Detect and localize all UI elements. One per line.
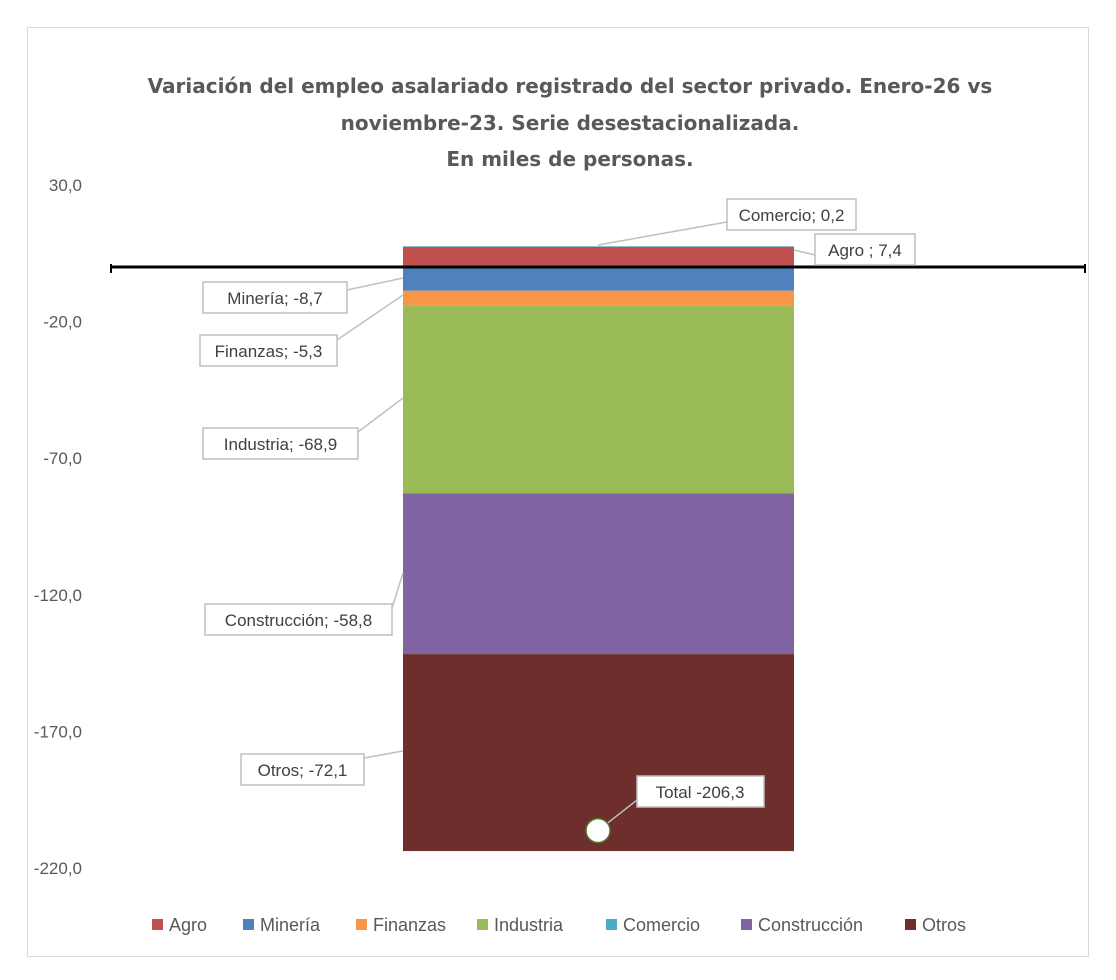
title-line-3: En miles de personas. (446, 147, 693, 171)
legend-label-minería: Minería (260, 915, 321, 935)
leader-line (357, 397, 404, 433)
y-tick-label: -220,0 (34, 859, 82, 878)
legend-swatch-finanzas (356, 919, 367, 930)
title-line-1: Variación del empleo asalariado registra… (148, 74, 993, 98)
total-marker (585, 817, 611, 844)
leader-line (363, 750, 404, 759)
bar-construcción (403, 493, 794, 655)
y-tick-label: -120,0 (34, 586, 82, 605)
legend-swatch-minería (243, 919, 254, 930)
data-label-agro: Agro ; 7,4 (828, 241, 902, 260)
legend-swatch-agro (152, 919, 163, 930)
legend-label-construcción: Construcción (758, 915, 863, 935)
bar-finanzas (403, 290, 794, 306)
y-tick-label: -70,0 (43, 449, 82, 468)
data-label-finanzas: Finanzas; -5,3 (215, 342, 323, 361)
bar-comercio (403, 246, 794, 247)
data-label-box (240, 753, 365, 786)
bar-industria (403, 305, 794, 494)
bar-agro (403, 246, 794, 267)
y-axis: 30,0 -20,0 -70,0 -120,0 -170,0 -220,0 (34, 176, 82, 878)
y-tick-label: 30,0 (49, 176, 82, 195)
data-label-box (636, 775, 765, 808)
data-label-box (202, 427, 359, 460)
y-tick-label: -170,0 (34, 722, 82, 741)
bar-minería (403, 266, 794, 291)
data-label-box (814, 233, 916, 266)
leader-line (391, 572, 404, 609)
data-label-industria: Industria; -68,9 (224, 435, 337, 454)
legend-swatch-industria (477, 919, 488, 930)
zero-line (110, 263, 1086, 273)
data-label-construcción: Construcción; -58,8 (225, 611, 372, 630)
data-label-box (726, 198, 857, 231)
title-line-2: noviembre-23. Serie desestacionalizada. (341, 111, 800, 135)
leader-line (597, 221, 728, 246)
data-label-comercio: Comercio; 0,2 (739, 206, 845, 225)
leader-line (336, 294, 404, 341)
data-label-otros: Otros; -72,1 (258, 761, 348, 780)
leader-line (346, 277, 404, 291)
legend-label-industria: Industria (494, 915, 564, 935)
data-label-total: Total -206,3 (656, 783, 745, 802)
legend-label-comercio: Comercio (623, 915, 700, 935)
chart-title: Variación del empleo asalariado registra… (148, 74, 993, 171)
legend-swatch-comercio (606, 919, 617, 930)
data-label-minería: Minería; -8,7 (227, 289, 322, 308)
y-tick-label: -20,0 (43, 313, 82, 332)
data-labels: Agro ; 7,4 Minería; -8,7 Finanzas; -5,3 Ind… (199, 198, 916, 844)
leader-line (793, 249, 816, 256)
legend-swatch-otros (905, 919, 916, 930)
data-label-box (202, 281, 348, 314)
data-label-box (204, 603, 393, 636)
data-label-box (199, 334, 338, 367)
legend: Agro Minería Finanzas Industria Comercio Cons… (152, 915, 966, 935)
legend-label-finanzas: Finanzas (373, 915, 446, 935)
chart-frame (27, 27, 1089, 957)
legend-label-agro: Agro (169, 915, 207, 935)
legend-label-otros: Otros (922, 915, 966, 935)
legend-swatch-construcción (741, 919, 752, 930)
bars (403, 246, 794, 852)
